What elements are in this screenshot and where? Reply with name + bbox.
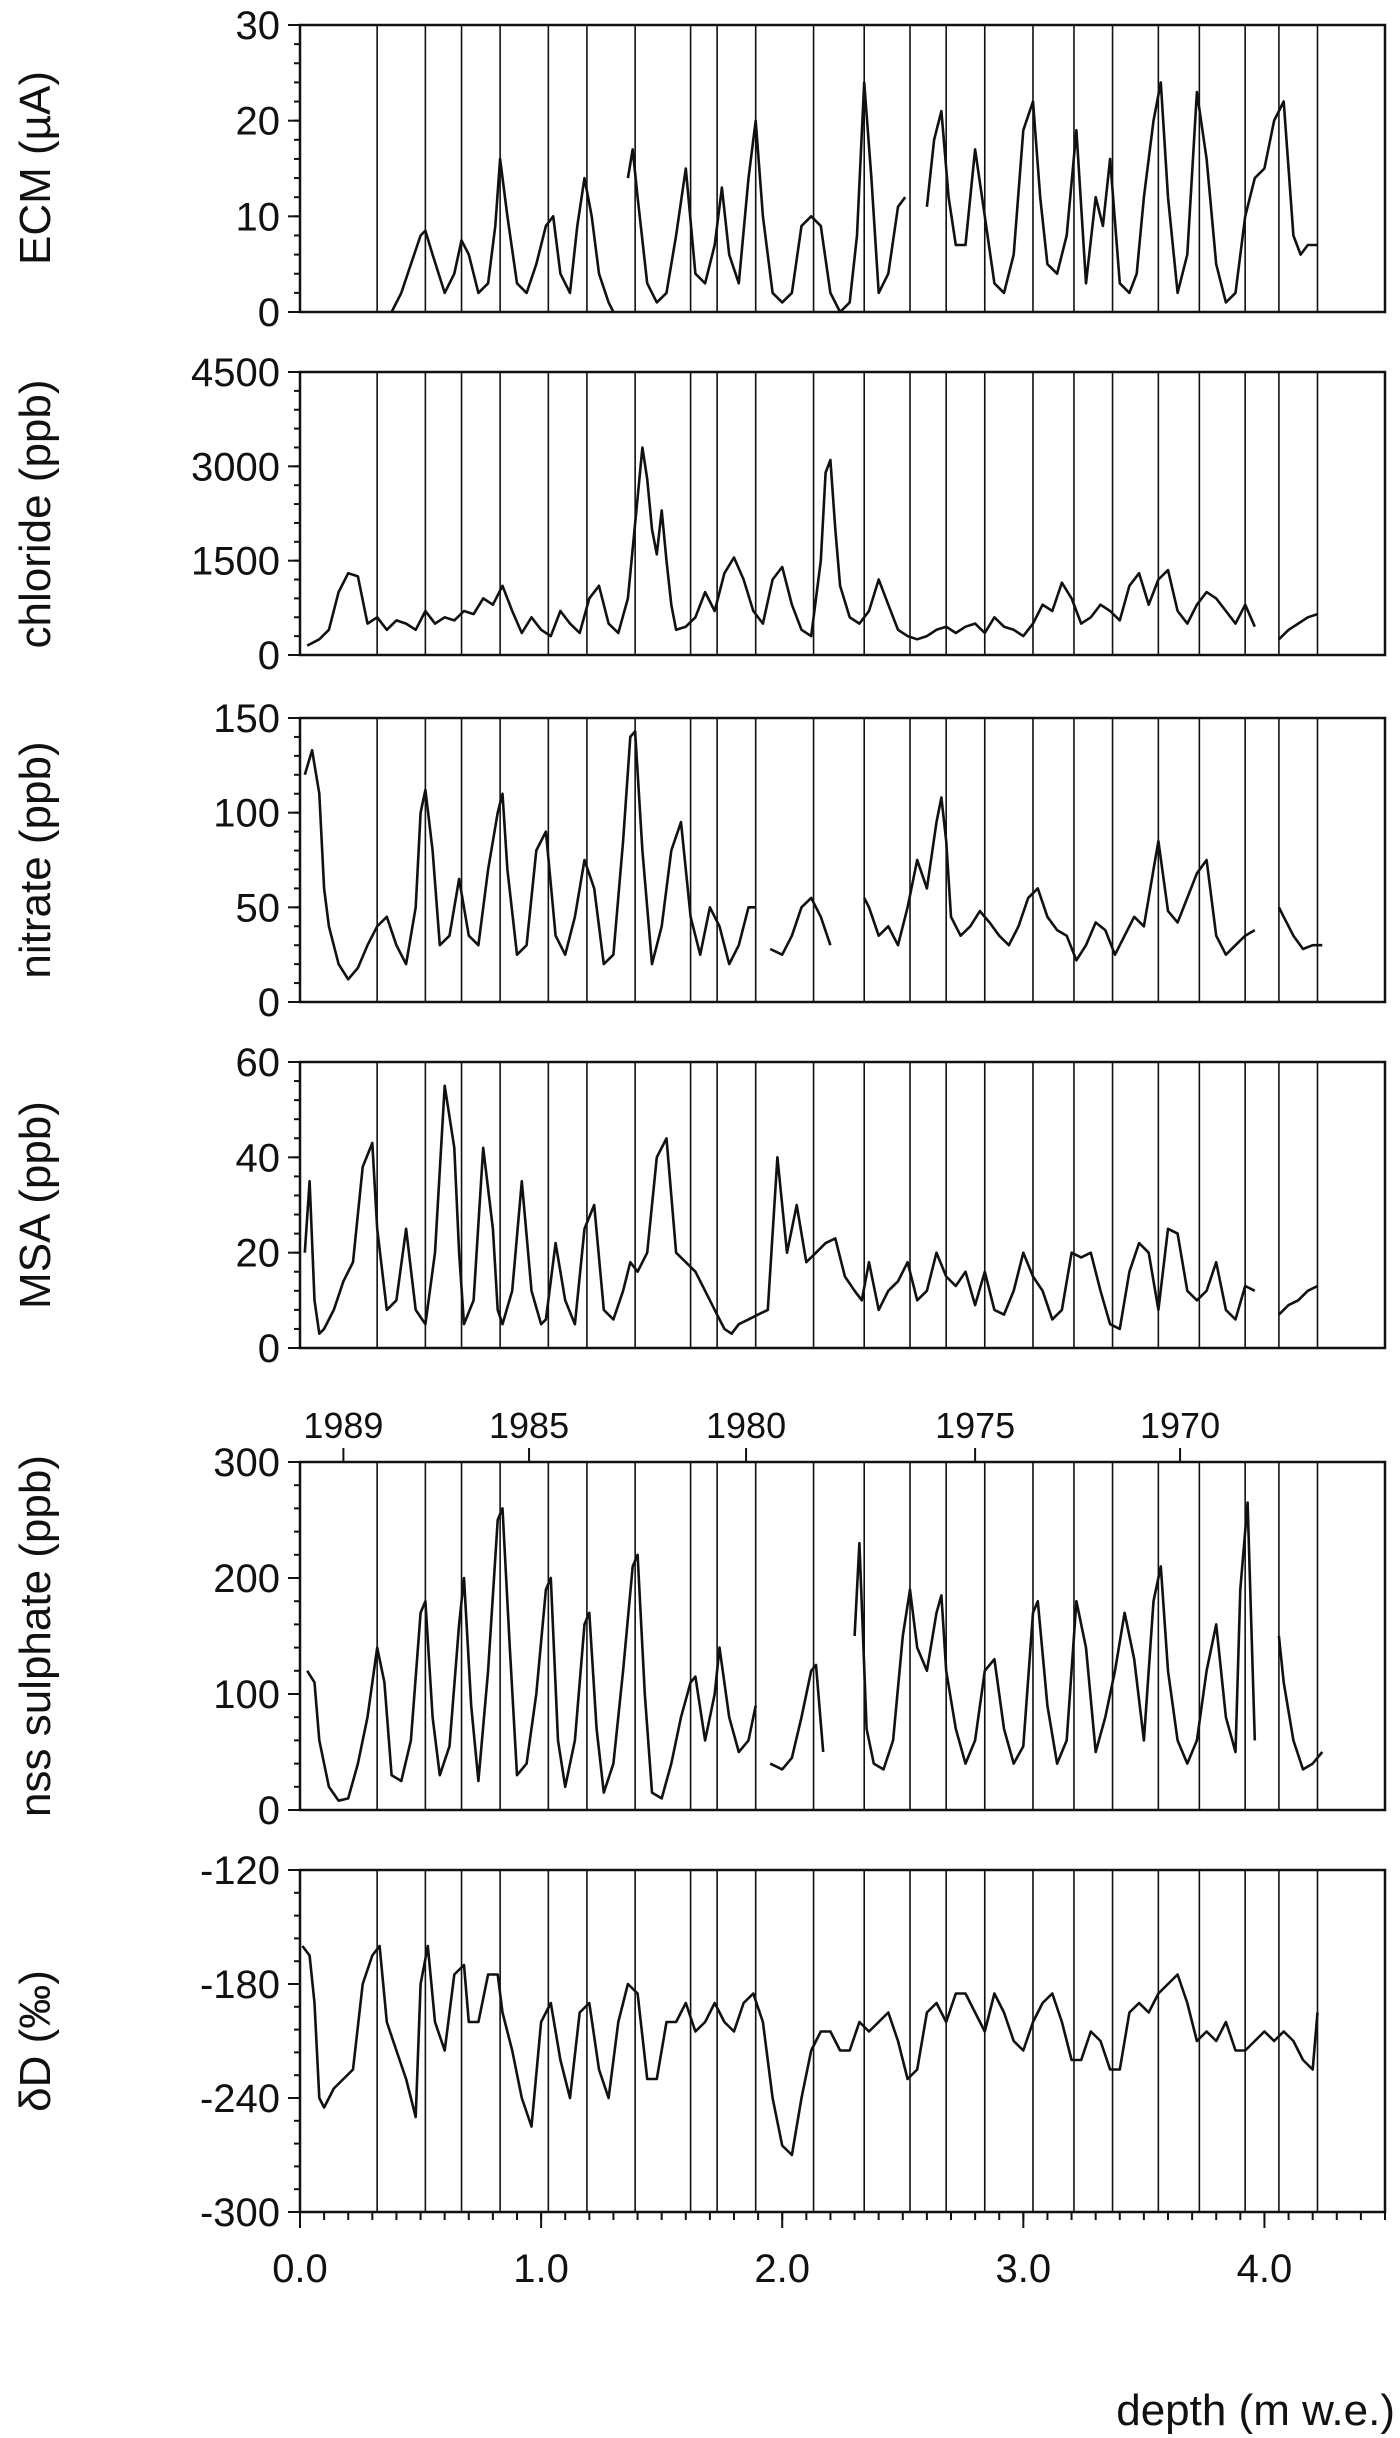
chloride-y-tick-label: 0 <box>258 634 280 678</box>
msa-plot-frame <box>298 1060 1387 1350</box>
x-tick-label: 1.0 <box>513 2247 569 2291</box>
x-tick-label: 4.0 <box>1237 2247 1293 2291</box>
year-label: 1975 <box>935 1405 1015 1446</box>
nss-sulphate-y-tick-label: 0 <box>258 1789 280 1833</box>
year-label: 1989 <box>303 1405 383 1446</box>
nss-sulphate-series-segment <box>853 1501 1257 1771</box>
nitrate-series-segment <box>303 729 756 981</box>
nss-sulphate-y-tick-label: 300 <box>213 1441 280 1485</box>
msa-series-segment <box>1277 1284 1319 1316</box>
nss-sulphate-y-axis-label: nss sulphate (ppb) <box>11 1455 60 1817</box>
delta-d-y-axis-label: δD (‰) <box>11 1970 60 2112</box>
nitrate-y-tick-label: 0 <box>258 981 280 1025</box>
x-tick-label: 0.0 <box>272 2247 328 2291</box>
x-tick-label: 3.0 <box>996 2247 1052 2291</box>
nitrate-series-segment <box>863 796 1256 962</box>
chloride-plot-frame <box>298 370 1387 657</box>
ecm-series-segment <box>626 81 907 314</box>
x-axis-label: depth (m w.e.) <box>1116 2386 1395 2435</box>
msa-y-tick-label: 20 <box>236 1232 281 1276</box>
nitrate-y-axis-label: nitrate (ppb) <box>11 741 60 978</box>
nitrate-y-tick-label: 50 <box>236 886 281 930</box>
delta-d-y-tick-label: -240 <box>200 2077 280 2121</box>
year-label: 1970 <box>1140 1405 1220 1446</box>
ecm-series-segment <box>925 81 1318 304</box>
msa-series-segment <box>303 1084 1256 1335</box>
panel-nss-sulphate: 0 100 200 300 nss sulphate (ppb) <box>11 1441 1387 1833</box>
chloride-series-segment <box>306 446 1256 647</box>
nss-sulphate-series-segment <box>1277 1635 1324 1771</box>
msa-y-axis-label: MSA (ppb) <box>11 1101 60 1309</box>
panel-delta-d: -300 -240 -180 -120 δD (‰) <box>11 1849 1387 2235</box>
year-axis: 1989 1985 1980 1975 1970 <box>303 1405 1220 1462</box>
delta-d-series-segment <box>301 1944 1319 2157</box>
ecm-y-tick-label: 10 <box>236 195 281 239</box>
panel-nitrate: 0 50 100 150 nitrate (ppb) <box>11 697 1387 1025</box>
nss-sulphate-series-segment <box>769 1663 825 1771</box>
msa-y-tick-label: 60 <box>236 1041 281 1085</box>
chloride-y-axis-label: chloride (ppb) <box>11 379 60 648</box>
nitrate-y-tick-label: 100 <box>213 792 280 836</box>
x-tick-label: 2.0 <box>754 2247 810 2291</box>
panel-chloride: 0 1500 3000 4500 chloride (ppb) <box>11 351 1387 678</box>
msa-y-tick-label: 40 <box>236 1136 281 1180</box>
nss-sulphate-y-tick-label: 100 <box>213 1673 280 1717</box>
nitrate-series-segment <box>1277 906 1323 951</box>
delta-d-plot-frame <box>298 1868 1387 2214</box>
delta-d-y-tick-label: -180 <box>200 1963 280 2007</box>
ecm-y-tick-label: 20 <box>236 100 281 144</box>
ecm-y-tick-label: 0 <box>258 291 280 335</box>
chloride-series-segment <box>1277 612 1318 641</box>
depth-axis: 0.0 1.0 2.0 3.0 4.0 <box>272 2212 1386 2291</box>
year-label: 1980 <box>706 1405 786 1446</box>
ecm-y-axis-label: ECM (µA) <box>11 71 60 265</box>
panel-ecm: 0 10 20 30 ECM (µA) <box>11 4 1387 335</box>
nitrate-y-tick-label: 150 <box>213 697 280 741</box>
chloride-y-tick-label: 3000 <box>191 445 280 489</box>
msa-y-tick-label: 0 <box>258 1327 280 1371</box>
nitrate-plot-frame <box>298 716 1387 1004</box>
ecm-plot-frame <box>298 23 1387 314</box>
nss-sulphate-plot-frame <box>298 1460 1387 1812</box>
ecm-y-tick-label: 30 <box>236 4 281 48</box>
nitrate-series-segment <box>769 896 832 957</box>
chloride-y-tick-label: 1500 <box>191 540 280 584</box>
chloride-y-tick-label: 4500 <box>191 351 280 395</box>
delta-d-y-tick-label: -120 <box>200 1849 280 1893</box>
nss-sulphate-y-tick-label: 200 <box>213 1557 280 1601</box>
ecm-series-segment <box>390 157 615 313</box>
nss-sulphate-series-segment <box>306 1507 757 1802</box>
delta-d-y-tick-label: -300 <box>200 2191 280 2235</box>
year-label: 1985 <box>489 1405 569 1446</box>
panel-msa: 0 20 40 60 MSA (ppb) <box>11 1041 1387 1371</box>
